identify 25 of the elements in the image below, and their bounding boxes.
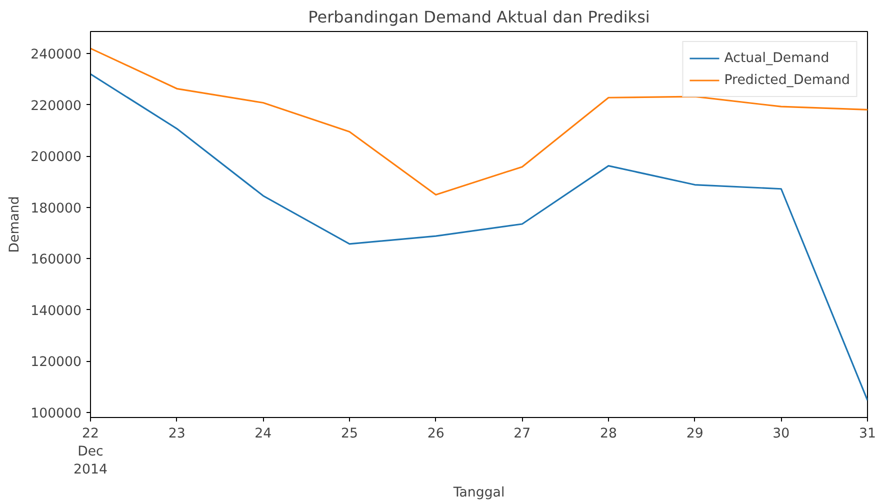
- legend-label: Predicted_Demand: [724, 72, 850, 88]
- legend-label: Actual_Demand: [724, 50, 830, 66]
- y-axis-title: Demand: [8, 196, 23, 253]
- x-tick-label: 28: [600, 426, 617, 442]
- x-tick-label: 30: [772, 426, 790, 442]
- x-tick-label: 31: [859, 426, 876, 442]
- x-tick-label: 24: [254, 426, 272, 442]
- y-tick-label: 180000: [30, 201, 82, 216]
- y-tick-label: 240000: [30, 48, 82, 63]
- y-tick-label: 160000: [30, 252, 82, 268]
- x-tick-label: 29: [686, 426, 704, 442]
- chart-title: Perbandingan Demand Aktual dan Prediksi: [308, 8, 650, 26]
- x-axis-title: Tanggal: [452, 486, 505, 500]
- x-tick-label: 25: [341, 426, 358, 442]
- y-tick-label: 140000: [30, 304, 82, 319]
- y-tick-label: 100000: [30, 406, 82, 422]
- y-tick-label: 200000: [30, 150, 82, 166]
- y-tick-label: 120000: [30, 355, 82, 370]
- x-tick-label: 27: [514, 426, 531, 442]
- x-tick-label: 23: [168, 426, 186, 442]
- x-tick-label: 26: [427, 426, 444, 442]
- y-tick-label: 220000: [30, 98, 82, 114]
- line-series: [90, 73, 868, 402]
- line-series: [90, 48, 868, 196]
- x-tick-label: 22 Dec 2014: [74, 426, 108, 478]
